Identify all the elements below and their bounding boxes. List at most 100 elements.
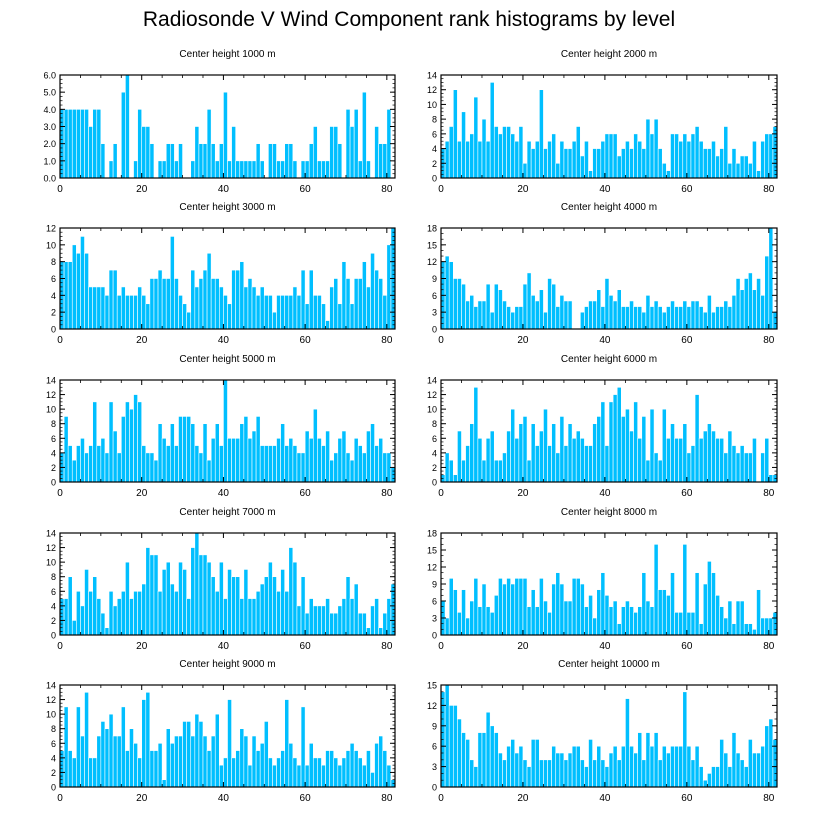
y-tick-label: 9 (432, 274, 437, 284)
histogram-bar (457, 718, 462, 788)
histogram-bar (756, 170, 761, 179)
histogram-bar (715, 595, 720, 636)
histogram-bar (530, 148, 536, 179)
histogram-bar (686, 745, 692, 788)
x-tick-label: 0 (57, 335, 63, 346)
histogram-bar (120, 416, 126, 483)
histogram-bar (469, 295, 475, 330)
histogram-bar (756, 589, 761, 636)
histogram-bar (84, 569, 89, 636)
histogram-bar (575, 578, 581, 636)
histogram-bar (223, 379, 228, 483)
histogram-bar (76, 445, 81, 483)
histogram-bar (485, 606, 491, 636)
histogram-bar (715, 306, 720, 330)
histogram-bar (141, 445, 147, 483)
histogram-bar (247, 764, 253, 788)
histogram-bar (612, 133, 618, 179)
histogram-bar (661, 162, 667, 179)
histogram-bar (92, 401, 98, 483)
histogram-bar (67, 261, 73, 330)
histogram-bar (748, 162, 753, 179)
histogram-bar (510, 311, 516, 330)
histogram-bar (288, 143, 294, 179)
histogram-bar (268, 561, 273, 636)
histogram-bar (84, 691, 89, 788)
histogram-bar (469, 133, 475, 179)
histogram-bar (567, 752, 573, 788)
histogram-bar (100, 721, 106, 788)
histogram-bar (743, 452, 749, 483)
histogram-bar (666, 306, 671, 330)
y-tick-label: 5.0 (43, 88, 56, 98)
histogram-bar (337, 437, 343, 483)
histogram-bar (214, 590, 220, 636)
histogram-bar (272, 576, 277, 636)
x-tick-label: 40 (599, 488, 611, 499)
x-tick-label: 40 (599, 335, 611, 346)
y-tick-label: 9 (432, 580, 437, 590)
panel-title: Center height 1000 m (179, 49, 275, 60)
histogram-bar (137, 757, 143, 788)
histogram-panel-7: Center height 7000 m 0 20 40 60 80 0 2 4 6 8 10 12 14 (46, 507, 396, 652)
histogram-bar (198, 721, 204, 788)
histogram-bar (489, 725, 495, 788)
histogram-bar (178, 295, 183, 330)
histogram-bar (620, 745, 626, 788)
histogram-bar (272, 445, 277, 483)
histogram-bar (563, 759, 569, 788)
histogram-bar (227, 303, 232, 330)
histogram-bar (243, 569, 249, 636)
histogram-bar (235, 269, 241, 330)
histogram-bar (214, 713, 220, 788)
histogram-bar (481, 459, 487, 483)
histogram-panel-9: Center height 9000 m 0 20 40 60 80 0 2 4 6 8 10 12 14 (46, 659, 396, 804)
histogram-bar (498, 752, 503, 788)
histogram-bar (678, 745, 684, 788)
histogram-bar (300, 269, 306, 330)
histogram-bar (498, 133, 503, 179)
histogram-bar (498, 578, 503, 636)
y-tick-label: 10 (46, 240, 56, 250)
histogram-bar (194, 713, 200, 788)
x-tick-label: 80 (763, 335, 775, 346)
histogram-bar (698, 306, 704, 330)
histogram-bar (522, 759, 528, 788)
histogram-panel-5: Center height 5000 m 0 20 40 60 80 0 2 4 6 8 10 12 14 (46, 354, 396, 499)
histogram-bar (329, 750, 335, 788)
histogram-bar (670, 300, 675, 330)
histogram-bar (448, 578, 454, 636)
histogram-bar (349, 459, 355, 483)
histogram-bar (227, 569, 232, 636)
histogram-bar (345, 750, 351, 788)
histogram-bar (317, 295, 322, 330)
histogram-bar (251, 735, 257, 788)
histogram-bar (63, 598, 69, 636)
histogram-bar (690, 612, 696, 636)
histogram-bar (284, 445, 290, 483)
histogram-bar (280, 569, 285, 636)
histogram-bar (88, 286, 93, 330)
histogram-bar (489, 612, 495, 636)
histogram-bar (469, 600, 475, 636)
histogram-bar (510, 408, 516, 483)
histogram-bar (149, 278, 155, 330)
histogram-bar (510, 133, 516, 179)
histogram-bar (748, 739, 753, 788)
histogram-bar (502, 126, 507, 179)
histogram-bar (489, 82, 495, 179)
histogram-bar (304, 430, 310, 483)
histogram-bar (259, 445, 265, 483)
histogram-bar (263, 576, 269, 636)
histogram-bar (719, 606, 725, 636)
histogram-bar (210, 143, 216, 179)
histogram-bar (292, 561, 298, 636)
histogram-bar (600, 759, 606, 788)
panel-title: Center height 9000 m (179, 659, 275, 670)
histogram-bar (620, 606, 626, 636)
histogram-bar (71, 459, 77, 483)
histogram-bar (170, 742, 175, 788)
histogram-bar (80, 735, 85, 788)
histogram-bar (67, 576, 73, 636)
histogram-bar (71, 620, 77, 636)
